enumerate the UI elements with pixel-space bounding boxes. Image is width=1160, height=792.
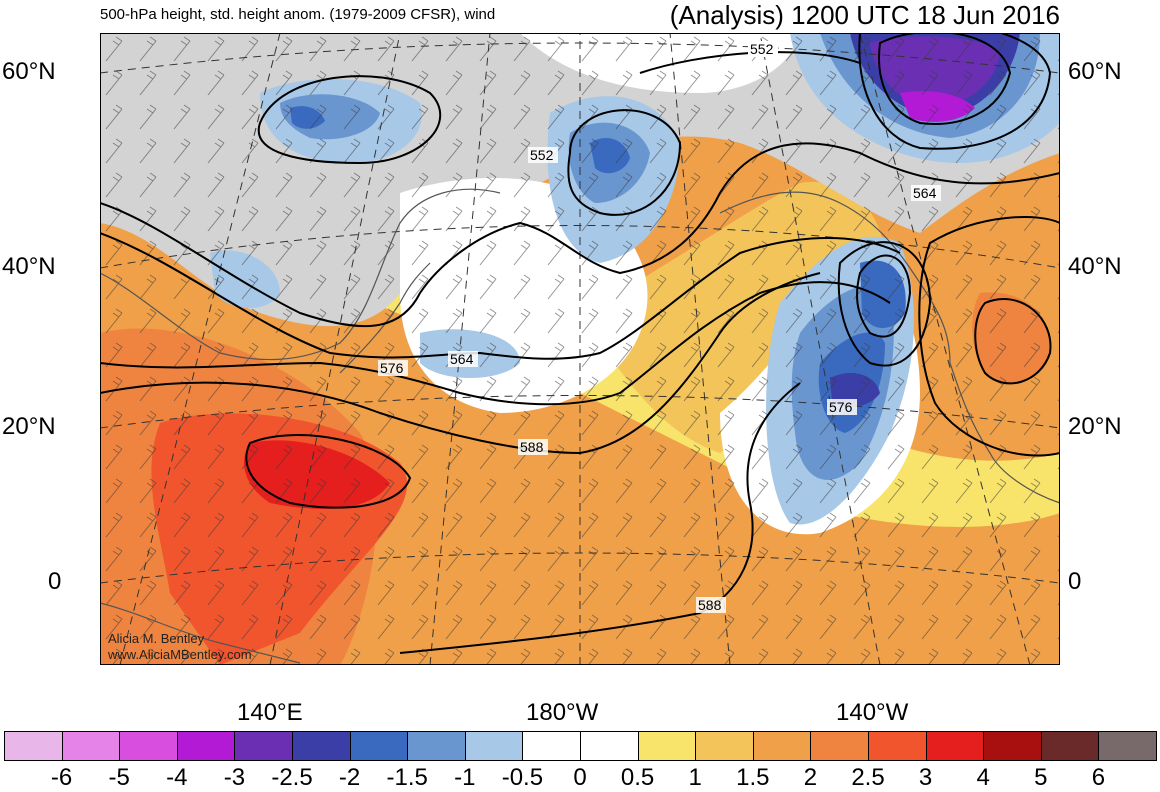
- colorbar-cell: [1098, 731, 1157, 761]
- lat-label-20n-right: 20°N: [1068, 413, 1122, 440]
- colorbar-label: 3: [918, 764, 933, 791]
- colorbar-label: 0.5: [620, 764, 655, 791]
- coast-asia: [100, 188, 501, 361]
- contour-label-588-s: 588: [698, 597, 722, 613]
- contour-label-564: 564: [450, 351, 474, 367]
- contour-552-nw: [257, 75, 442, 165]
- colorbar-cell: [292, 731, 351, 761]
- colorbar-cell: [234, 731, 293, 761]
- anomaly-map: 552 552 564 564 576 576 588 588 Alicia M…: [100, 33, 1060, 665]
- height-contours: [100, 33, 1060, 654]
- lon-label-140e: 140°E: [237, 699, 303, 726]
- contour-ne-big: [918, 216, 1060, 457]
- contour-label-564-ne: 564: [913, 185, 937, 201]
- colorbar-label: -2.5: [271, 764, 313, 791]
- colorbar-label: -0.5: [501, 764, 544, 791]
- colorbar-label: 1: [688, 764, 702, 791]
- lat-label-20n-left: 20°N: [2, 413, 56, 440]
- contour-nlow-1: [878, 33, 1012, 125]
- colorbar-cell: [752, 731, 812, 761]
- contour-588-b: [399, 382, 801, 654]
- contour-564-upper: [100, 142, 1060, 328]
- coastlines: [100, 188, 1060, 664]
- contour-labels: 552 552 564 564 576 576 588 588: [378, 41, 941, 613]
- contour-552-mid: [567, 109, 682, 216]
- colorbar-label: 0: [573, 764, 587, 791]
- contour-hot-low: [245, 434, 412, 509]
- graticule: [100, 33, 1060, 665]
- credit-line2: www.AliciaMBentley.com: [107, 647, 252, 662]
- coast-indonesia: [100, 602, 301, 664]
- graticule-lon-140w: [759, 33, 881, 665]
- contour-lowtrough-2: [837, 241, 932, 367]
- colorbar-label: 2.5: [851, 764, 885, 791]
- coast-alaska: [719, 191, 951, 364]
- contour-564-lower: [100, 232, 901, 360]
- colorbar-cell: [4, 731, 63, 761]
- lat-label-40n-right: 40°N: [1068, 253, 1122, 280]
- contour-576: [100, 281, 891, 406]
- colorbar-label: 2: [803, 764, 818, 791]
- colorbar-label: -1.5: [386, 764, 428, 791]
- contour-label-552-n: 552: [750, 41, 774, 57]
- colorbar-label: -2: [338, 764, 361, 791]
- contour-nlow-2: [858, 33, 1052, 150]
- colorbar: [4, 731, 1157, 761]
- contour-588-a: [100, 272, 821, 455]
- colorbar-cell: [349, 731, 409, 761]
- colorbar-label: -3: [223, 764, 246, 791]
- lat-label-0-left: 0: [48, 568, 62, 595]
- colorbar-cell: [522, 731, 581, 761]
- colorbar-label: -6: [50, 764, 73, 791]
- map-frame: [100, 33, 1060, 665]
- graticule-lon-b: [429, 33, 491, 665]
- graticule-lon-d: [859, 33, 1031, 665]
- map-subtitle: 500-hPa height, std. height anom. (1979-…: [100, 6, 496, 23]
- credit-line1: Alicia M. Bentley: [108, 631, 205, 646]
- lon-label-180w: 180°W: [526, 699, 599, 726]
- lon-label-140w: 140°W: [836, 699, 909, 726]
- colorbar-cell: [176, 731, 236, 761]
- lat-label-0-right: 0: [1068, 568, 1082, 595]
- lat-label-40n-left: 40°N: [2, 253, 56, 280]
- contour-ne-ring: [974, 298, 1052, 385]
- colorbar-cell: [61, 731, 121, 761]
- colorbar-label: -1: [454, 764, 476, 791]
- colorbar-label: 5: [1034, 764, 1048, 791]
- contour-label-552-mid: 552: [530, 147, 554, 163]
- colorbar-cell: [695, 731, 754, 761]
- colorbar-cell: [637, 731, 697, 761]
- colorbar-label: 1.5: [736, 764, 770, 791]
- contour-label-576: 576: [380, 360, 404, 376]
- colorbar-cell: [868, 731, 927, 761]
- graticule-lon-140e: [269, 33, 401, 665]
- coast-na: [949, 362, 1060, 504]
- colorbar-cell: [464, 731, 524, 761]
- contour-lowtrough-1: [856, 254, 912, 338]
- colorbar-cell: [407, 731, 466, 761]
- colorbar-cell: [119, 731, 178, 761]
- colorbar-label: -4: [166, 764, 188, 791]
- lat-label-60n-right: 60°N: [1068, 58, 1122, 85]
- colorbar-cell: [810, 731, 869, 761]
- colorbar-cell: [1040, 731, 1100, 761]
- colorbar-cell: [580, 731, 639, 761]
- contour-label-588: 588: [520, 439, 544, 455]
- lat-label-60n-left: 60°N: [2, 58, 56, 85]
- colorbar-cell: [983, 731, 1042, 761]
- colorbar-label: 4: [976, 764, 990, 791]
- contour-label-576-trough: 576: [829, 399, 853, 415]
- colorbar-cell: [925, 731, 985, 761]
- map-title: (Analysis) 1200 UTC 18 Jun 2016: [669, 0, 1060, 30]
- graticule-lon-a: [119, 33, 281, 665]
- graticule-lon-c: [669, 33, 731, 665]
- colorbar-label: 6: [1091, 764, 1106, 791]
- colorbar-label: -5: [108, 764, 130, 791]
